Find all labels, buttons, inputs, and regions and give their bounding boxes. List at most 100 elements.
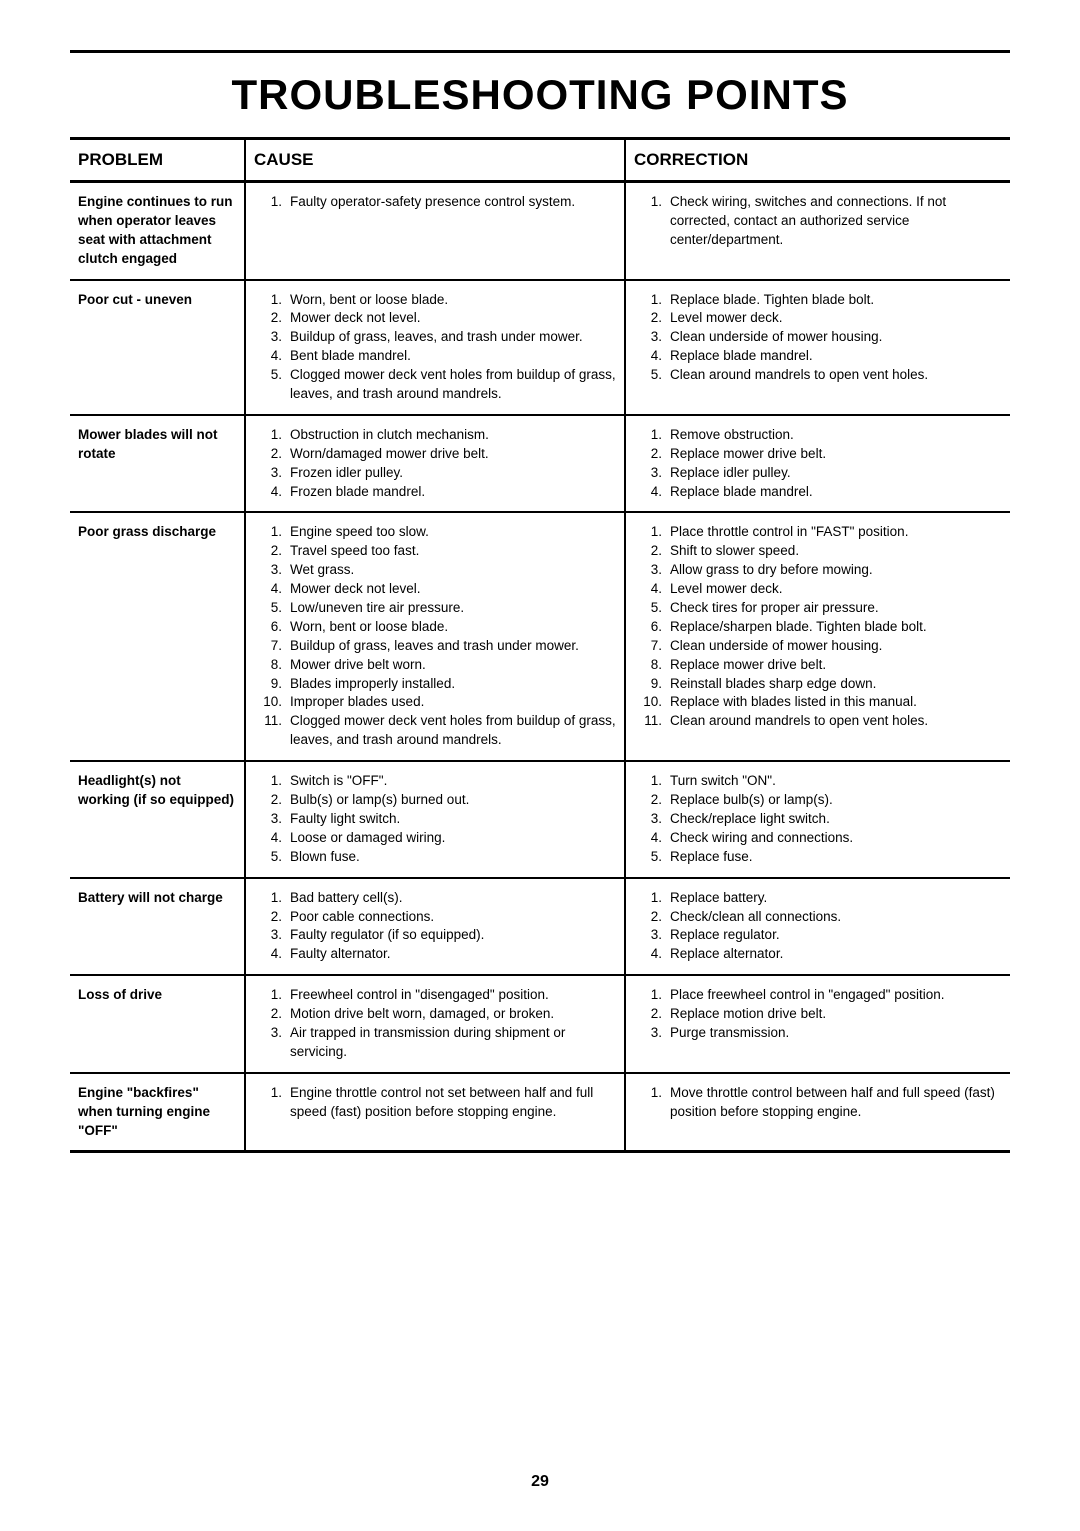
- cause-item: Faulty regulator (if so equipped).: [254, 926, 616, 945]
- cause-item: Loose or damaged wiring.: [254, 829, 616, 848]
- cause-cell: Faulty operator-safety presence control …: [245, 182, 625, 280]
- correction-item: Replace blade mandrel.: [634, 483, 1002, 502]
- problem-cell: Mower blades will not rotate: [70, 415, 245, 513]
- correction-cell: Turn switch "ON".Replace bulb(s) or lamp…: [625, 761, 1010, 877]
- correction-item: Level mower deck.: [634, 580, 1002, 599]
- correction-item: Replace battery.: [634, 889, 1002, 908]
- cause-cell: Obstruction in clutch mechanism.Worn/dam…: [245, 415, 625, 513]
- cause-item: Clogged mower deck vent holes from build…: [254, 712, 616, 750]
- correction-item: Replace/sharpen blade. Tighten blade bol…: [634, 618, 1002, 637]
- correction-item: Replace bulb(s) or lamp(s).: [634, 791, 1002, 810]
- cause-item: Wet grass.: [254, 561, 616, 580]
- cause-item: Worn, bent or loose blade.: [254, 291, 616, 310]
- correction-cell: Place throttle control in "FAST" positio…: [625, 512, 1010, 761]
- table-body: Engine continues to run when operator le…: [70, 182, 1010, 1152]
- cause-cell: Engine speed too slow.Travel speed too f…: [245, 512, 625, 761]
- correction-item: Replace regulator.: [634, 926, 1002, 945]
- correction-item: Replace fuse.: [634, 848, 1002, 867]
- problem-text: Engine continues to run when operator le…: [78, 194, 233, 266]
- cause-cell: Switch is "OFF".Bulb(s) or lamp(s) burne…: [245, 761, 625, 877]
- cause-item: Bent blade mandrel.: [254, 347, 616, 366]
- table-header-row: PROBLEM CAUSE CORRECTION: [70, 139, 1010, 182]
- table-row: Mower blades will not rotate Obstruction …: [70, 415, 1010, 513]
- correction-item: Clean underside of mower housing.: [634, 637, 1002, 656]
- cause-item: Bulb(s) or lamp(s) burned out.: [254, 791, 616, 810]
- cause-cell: Freewheel control in "disengaged" positi…: [245, 975, 625, 1073]
- cause-item: Worn/damaged mower drive belt.: [254, 445, 616, 464]
- correction-item: Place throttle control in "FAST" positio…: [634, 523, 1002, 542]
- cause-item: Frozen blade mandrel.: [254, 483, 616, 502]
- cause-item: Mower deck not level.: [254, 580, 616, 599]
- page-title: TROUBLESHOOTING POINTS: [70, 50, 1010, 119]
- cause-cell: Engine throttle control not set between …: [245, 1073, 625, 1152]
- cause-item: Bad battery cell(s).: [254, 889, 616, 908]
- correction-item: Clean underside of mower housing.: [634, 328, 1002, 347]
- page-number: 29: [70, 1473, 1010, 1491]
- correction-item: Remove obstruction.: [634, 426, 1002, 445]
- correction-item: Check wiring, switches and connections. …: [634, 193, 1002, 250]
- correction-cell: Place freewheel control in "engaged" pos…: [625, 975, 1010, 1073]
- table-row: Battery will not chargeBad battery cell(…: [70, 878, 1010, 976]
- correction-item: Clean around mandrels to open vent holes…: [634, 366, 1002, 385]
- cause-item: Blades improperly installed.: [254, 675, 616, 694]
- cause-item: Air trapped in transmission during shipm…: [254, 1024, 616, 1062]
- problem-text: Poor cut - uneven: [78, 292, 192, 307]
- correction-item: Replace blade mandrel.: [634, 347, 1002, 366]
- correction-item: Allow grass to dry before mowing.: [634, 561, 1002, 580]
- correction-cell: Remove obstruction.Replace mower drive b…: [625, 415, 1010, 513]
- problem-text: Mower blades will not rotate: [78, 427, 218, 461]
- correction-item: Check/clean all connections.: [634, 908, 1002, 927]
- correction-item: Check/replace light switch.: [634, 810, 1002, 829]
- table-row: Poor cut - uneven Worn, bent or loose bla…: [70, 280, 1010, 415]
- table-row: Headlight(s) not working (if so equipped…: [70, 761, 1010, 877]
- problem-cell: Engine "backfires" when turning engine "…: [70, 1073, 245, 1152]
- cause-item: Motion drive belt worn, damaged, or brok…: [254, 1005, 616, 1024]
- correction-item: Level mower deck.: [634, 309, 1002, 328]
- problem-text: Engine "backfires" when turning engine "…: [78, 1085, 210, 1138]
- cause-item: Mower drive belt worn.: [254, 656, 616, 675]
- correction-item: Replace mower drive belt.: [634, 656, 1002, 675]
- cause-item: Improper blades used.: [254, 693, 616, 712]
- cause-item: Poor cable connections.: [254, 908, 616, 927]
- problem-text: Poor grass discharge: [78, 524, 216, 539]
- correction-item: Replace motion drive belt.: [634, 1005, 1002, 1024]
- correction-item: Replace blade. Tighten blade bolt.: [634, 291, 1002, 310]
- cause-item: Frozen idler pulley.: [254, 464, 616, 483]
- correction-item: Replace with blades listed in this manua…: [634, 693, 1002, 712]
- correction-item: Check tires for proper air pressure.: [634, 599, 1002, 618]
- cause-item: Buildup of grass, leaves, and trash unde…: [254, 328, 616, 347]
- header-correction: CORRECTION: [625, 139, 1010, 182]
- cause-cell: Bad battery cell(s).Poor cable connectio…: [245, 878, 625, 976]
- cause-item: Faulty light switch.: [254, 810, 616, 829]
- problem-cell: Engine continues to run when operator le…: [70, 182, 245, 280]
- correction-item: Replace idler pulley.: [634, 464, 1002, 483]
- cause-item: Obstruction in clutch mechanism.: [254, 426, 616, 445]
- cause-item: Clogged mower deck vent holes from build…: [254, 366, 616, 404]
- cause-item: Engine speed too slow.: [254, 523, 616, 542]
- cause-item: Switch is "OFF".: [254, 772, 616, 791]
- table-row: Engine "backfires" when turning engine "…: [70, 1073, 1010, 1152]
- cause-item: Buildup of grass, leaves and trash under…: [254, 637, 616, 656]
- correction-item: Move throttle control between half and f…: [634, 1084, 1002, 1122]
- problem-text: Loss of drive: [78, 987, 162, 1002]
- cause-item: Travel speed too fast.: [254, 542, 616, 561]
- problem-cell: Poor cut - uneven: [70, 280, 245, 415]
- troubleshooting-table: PROBLEM CAUSE CORRECTION Engine continue…: [70, 137, 1010, 1153]
- cause-item: Blown fuse.: [254, 848, 616, 867]
- problem-cell: Loss of drive: [70, 975, 245, 1073]
- correction-item: Place freewheel control in "engaged" pos…: [634, 986, 1002, 1005]
- correction-item: Check wiring and connections.: [634, 829, 1002, 848]
- cause-item: Worn, bent or loose blade.: [254, 618, 616, 637]
- correction-cell: Replace battery.Check/clean all connecti…: [625, 878, 1010, 976]
- header-problem: PROBLEM: [70, 139, 245, 182]
- correction-item: Purge transmission.: [634, 1024, 1002, 1043]
- table-row: Engine continues to run when operator le…: [70, 182, 1010, 280]
- cause-item: Mower deck not level.: [254, 309, 616, 328]
- correction-item: Reinstall blades sharp edge down.: [634, 675, 1002, 694]
- correction-item: Replace alternator.: [634, 945, 1002, 964]
- problem-cell: Headlight(s) not working (if so equipped…: [70, 761, 245, 877]
- table-row: Poor grass discharge Engine speed too slo…: [70, 512, 1010, 761]
- cause-cell: Worn, bent or loose blade.Mower deck not…: [245, 280, 625, 415]
- correction-item: Replace mower drive belt.: [634, 445, 1002, 464]
- header-cause: CAUSE: [245, 139, 625, 182]
